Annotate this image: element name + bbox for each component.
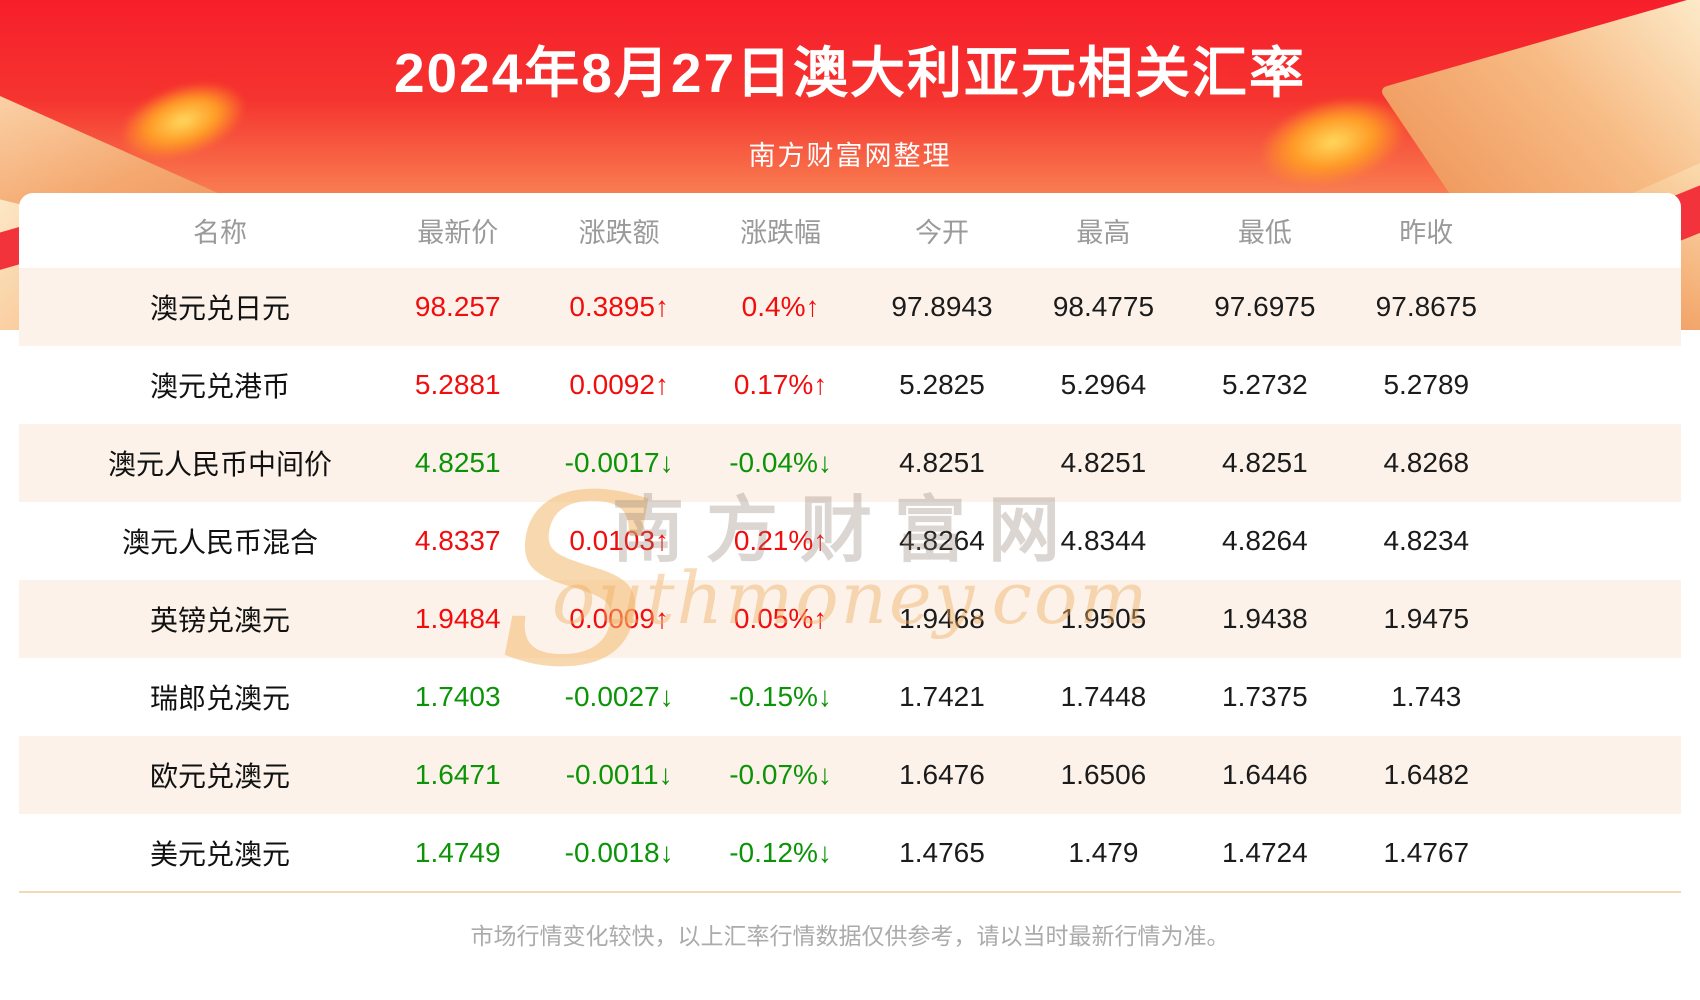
column-header-prev-close: 昨收 — [1399, 218, 1454, 248]
cell-latest: 1.9484 — [414, 603, 501, 634]
cell-high: 5.2964 — [1060, 369, 1147, 400]
cell-change-pct: 0.17%↑ — [733, 369, 828, 400]
cell-prev-close: 1.4767 — [1383, 837, 1470, 868]
cell-high: 98.4775 — [1052, 291, 1155, 322]
cell-latest: 4.8251 — [414, 447, 501, 478]
cell-high: 4.8251 — [1060, 447, 1147, 478]
cell-change-pct: -0.07%↓ — [729, 759, 832, 790]
cell-prev-close: 97.8675 — [1375, 291, 1477, 322]
cell-low: 1.4724 — [1222, 837, 1308, 868]
cell-prev-close: 4.8234 — [1383, 525, 1470, 556]
cell-change-pct: 0.4%↑ — [741, 291, 820, 322]
cell-open: 1.7421 — [899, 681, 985, 712]
table-row: 美元兑澳元 1.4749 -0.0018↓ -0.12%↓ 1.4765 1.479 1.4… — [19, 814, 1681, 892]
cell-latest: 98.257 — [414, 291, 501, 322]
cell-low: 4.8264 — [1222, 525, 1308, 556]
cell-latest: 5.2881 — [414, 369, 501, 400]
cell-name: 美元兑澳元 — [149, 839, 290, 870]
table-row: 澳元人民币混合 4.8337 0.0103↑ 0.21%↑ 4.8264 4.8344 4.… — [19, 502, 1681, 580]
cell-low: 5.2732 — [1222, 369, 1308, 400]
cell-open: 4.8264 — [899, 525, 985, 556]
cell-open: 1.4765 — [899, 837, 985, 868]
cell-latest: 1.7403 — [414, 681, 501, 712]
cell-prev-close: 4.8268 — [1383, 447, 1470, 478]
cell-high: 1.6506 — [1060, 759, 1147, 790]
cell-change: 0.0009↑ — [569, 603, 669, 634]
cell-name: 澳元人民币中间价 — [107, 449, 332, 480]
cell-prev-close: 5.2789 — [1383, 369, 1470, 400]
table-body: 澳元兑日元 98.257 0.3895↑ 0.4%↑ 97.8943 98.4775 97.… — [19, 268, 1681, 892]
cell-change: 0.0092↑ — [569, 369, 669, 400]
table-row: 瑞郎兑澳元 1.7403 -0.0027↓ -0.15%↓ 1.7421 1.7448 1.… — [19, 658, 1681, 736]
cell-latest: 1.4749 — [414, 837, 501, 868]
cell-open: 4.8251 — [899, 447, 985, 478]
cell-high: 1.7448 — [1060, 681, 1147, 712]
cell-name: 澳元兑港币 — [149, 371, 290, 402]
table-row: 澳元兑港币 5.2881 0.0092↑ 0.17%↑ 5.2825 5.2964 5.27… — [19, 346, 1681, 424]
column-header-latest: 最新价 — [417, 218, 499, 248]
column-header-change-pct: 涨跌幅 — [740, 218, 822, 248]
cell-prev-close: 1.6482 — [1383, 759, 1470, 790]
footer-divider — [19, 891, 1681, 893]
column-header-low: 最低 — [1237, 218, 1292, 248]
cell-open: 1.6476 — [899, 759, 985, 790]
footer-note: 市场行情变化较快，以上汇率行情数据仅供参考，请以当时最新行情为准。 — [470, 923, 1230, 949]
table-row: 英镑兑澳元 1.9484 0.0009↑ 0.05%↑ 1.9468 1.9505 1.94… — [19, 580, 1681, 658]
table-row: 欧元兑澳元 1.6471 -0.0011↓ -0.07%↓ 1.6476 1.6506 1.… — [19, 736, 1681, 814]
cell-change-pct: -0.12%↓ — [729, 837, 832, 868]
cell-prev-close: 1.9475 — [1383, 603, 1470, 634]
cell-change: -0.0017↓ — [564, 447, 674, 478]
cell-change: -0.0011↓ — [565, 759, 673, 790]
table-header-row: 名称 最新价 涨跌额 涨跌幅 今开 最高 最低 昨收 — [19, 193, 1681, 268]
cell-name: 欧元兑澳元 — [149, 761, 290, 792]
cell-change: 0.0103↑ — [569, 525, 669, 556]
page-subtitle: 南方财富网整理 — [748, 141, 952, 171]
cell-high: 4.8344 — [1060, 525, 1147, 556]
cell-open: 1.9468 — [899, 603, 985, 634]
table-row: 澳元人民币中间价 4.8251 -0.0017↓ -0.04%↓ 4.8251 4.825… — [19, 424, 1681, 502]
cell-name: 瑞郎兑澳元 — [149, 683, 290, 714]
column-header-open: 今开 — [914, 218, 969, 248]
column-header-high: 最高 — [1076, 218, 1131, 248]
rates-table: 名称 最新价 涨跌额 涨跌幅 今开 最高 最低 昨收 澳元兑日元 98.257 0.… — [19, 193, 1681, 892]
cell-open: 5.2825 — [899, 369, 985, 400]
cell-name: 澳元兑日元 — [149, 293, 290, 324]
cell-low: 1.9438 — [1222, 603, 1308, 634]
cell-high: 1.9505 — [1060, 603, 1147, 634]
cell-change-pct: 0.21%↑ — [733, 525, 828, 556]
cell-low: 1.6446 — [1222, 759, 1308, 790]
cell-prev-close: 1.743 — [1391, 681, 1462, 712]
cell-latest: 1.6471 — [414, 759, 501, 790]
cell-change-pct: -0.04%↓ — [729, 447, 832, 478]
cell-change: -0.0027↓ — [564, 681, 674, 712]
cell-change: 0.3895↑ — [569, 291, 669, 322]
cell-name: 英镑兑澳元 — [149, 605, 290, 636]
cell-change-pct: -0.15%↓ — [729, 681, 832, 712]
cell-open: 97.8943 — [891, 291, 993, 322]
cell-name: 澳元人民币混合 — [121, 527, 318, 558]
table-row: 澳元兑日元 98.257 0.3895↑ 0.4%↑ 97.8943 98.4775 97.… — [19, 268, 1681, 346]
page-title: 2024年8月27日澳大利亚元相关汇率 — [393, 42, 1307, 104]
cell-latest: 4.8337 — [414, 525, 501, 556]
cell-low: 1.7375 — [1222, 681, 1308, 712]
cell-low: 97.6975 — [1214, 291, 1316, 322]
cell-low: 4.8251 — [1222, 447, 1308, 478]
column-header-change: 涨跌额 — [578, 218, 660, 248]
cell-change-pct: 0.05%↑ — [733, 603, 828, 634]
column-header-name: 名称 — [193, 218, 247, 248]
cell-high: 1.479 — [1068, 837, 1139, 868]
cell-change: -0.0018↓ — [564, 837, 674, 868]
